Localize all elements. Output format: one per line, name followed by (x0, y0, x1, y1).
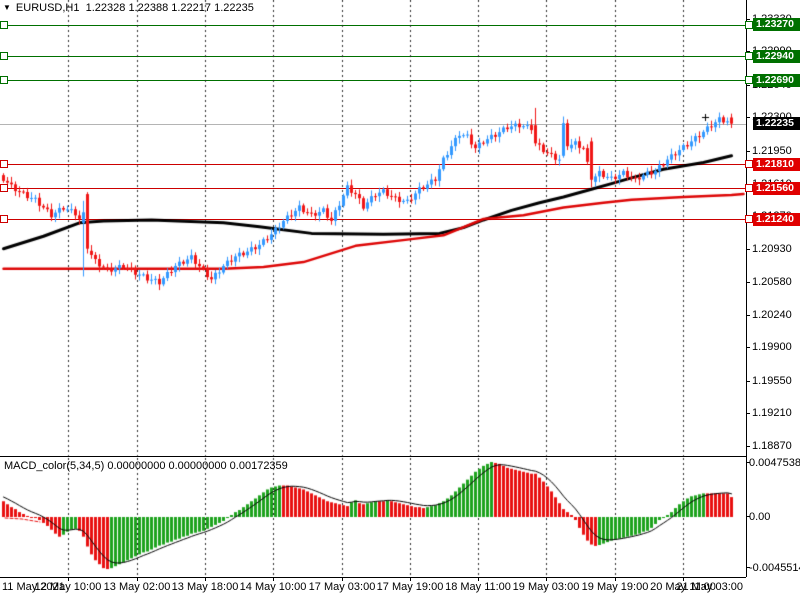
time-axis-tickmark (205, 577, 206, 581)
price-axis-tickmark (746, 314, 750, 316)
time-axis-label: 21 May 03:00 (676, 581, 743, 593)
price-axis-tickmark (746, 51, 750, 53)
price-axis-tickmark (746, 84, 750, 86)
time-axis-label: 19 May 19:00 (581, 581, 649, 593)
line-handle[interactable] (745, 52, 753, 61)
time-axis-tickmark (137, 577, 138, 581)
time-axis-label: 18 May 11:00 (445, 581, 511, 593)
line-handle[interactable] (0, 76, 8, 85)
line-handle[interactable] (745, 215, 753, 223)
time-axis-label: 11 May 2021 (2, 581, 65, 593)
price-axis-tickmark (746, 183, 750, 185)
time-axis-label: 17 May 19:00 (376, 581, 444, 593)
resistance-price-label: 1.22940 (753, 49, 800, 63)
price-axis-tick-label: 1.20240 (752, 308, 792, 321)
price-axis-tick-label: 1.19210 (752, 407, 792, 420)
price-axis-line (746, 0, 747, 577)
price-axis-tick-label: 1.20580 (752, 276, 792, 289)
ohlc-readout: 1.22328 1.22388 1.22217 1.22235 (85, 2, 254, 14)
price-axis-tickmark (746, 446, 750, 448)
resistance-price-label: 1.22690 (753, 73, 800, 87)
price-axis-tick-label: 1.20930 (752, 242, 792, 255)
macd-panel-bottom-border (0, 577, 746, 578)
price-axis-tickmark (746, 413, 750, 415)
support-price-label: 1.21560 (753, 181, 800, 195)
macd-axis-max: 0.0047538 (749, 457, 800, 469)
price-axis-tickmark (746, 282, 750, 284)
time-axis-tickmark (68, 577, 69, 581)
price-axis-tickmark (746, 117, 750, 119)
macd-indicator-label: MACD_color(5,34,5) 0.00000000 0.00000000… (4, 460, 288, 472)
symbol-timeframe-label: EURUSD,H1 (15, 2, 80, 14)
time-axis-label: 17 May 03:00 (308, 581, 376, 593)
price-axis-tick-label: 1.19550 (752, 374, 792, 387)
line-handle[interactable] (745, 20, 753, 29)
line-handle[interactable] (745, 76, 753, 85)
macd-axis-tickmark (746, 567, 750, 568)
time-axis-tickmark (342, 577, 343, 581)
time-axis-label: 14 May 10:00 (239, 581, 307, 593)
price-axis-tickmark (746, 347, 750, 349)
time-axis-label: 19 May 03:00 (512, 581, 580, 593)
price-axis-tickmark (746, 248, 750, 250)
price-axis-tick-label: 1.21950 (752, 145, 792, 157)
price-axis-tick-label: 1.18870 (752, 440, 792, 453)
support-price-label: 1.21810 (753, 157, 800, 171)
macd-name: MACD_color(5,34,5) (4, 460, 105, 472)
price-axis-tickmark (746, 151, 750, 152)
time-axis-tickmark (683, 577, 684, 581)
macd-axis-tickmark (746, 516, 750, 517)
line-handle[interactable] (0, 184, 8, 193)
line-handle[interactable] (0, 215, 8, 223)
resistance-price-label: 1.23270 (753, 18, 800, 32)
chart-title: ▼ EURUSD,H1 1.22328 1.22388 1.22217 1.222… (3, 2, 254, 16)
symbol-dropdown-icon[interactable]: ▼ (3, 3, 11, 12)
macd-axis-min: -0.0045514 (749, 562, 800, 574)
main-panel-bottom-border (0, 456, 746, 457)
line-handle[interactable] (0, 160, 8, 169)
time-axis-label: 20 May 11:00 (650, 581, 716, 593)
time-axis-tickmark (273, 577, 274, 581)
macd-values: 0.00000000 0.00000000 0.00172359 (107, 460, 288, 472)
current-price-label: 1.22235 (753, 117, 800, 131)
line-handle[interactable] (0, 20, 8, 29)
time-axis-tickmark (615, 577, 616, 581)
price-axis-tick-label: 1.19900 (752, 341, 792, 354)
time-axis-label: 13 May 18:00 (171, 581, 239, 593)
price-axis-tickmark (746, 18, 750, 20)
time-axis-label: 12 May 10:00 (34, 581, 102, 593)
support-price-label: 1.21240 (753, 212, 800, 226)
price-axis-tickmark (746, 380, 750, 382)
line-handle[interactable] (0, 52, 8, 61)
line-handle[interactable] (745, 160, 753, 169)
time-axis-tickmark (410, 577, 411, 581)
macd-axis-tickmark (746, 462, 750, 463)
time-axis-label: 13 May 02:00 (103, 581, 171, 593)
time-axis-tickmark (546, 577, 547, 581)
macd-axis-zero: 0.00 (749, 511, 771, 523)
time-axis-tickmark (478, 577, 479, 581)
line-handle[interactable] (745, 184, 753, 193)
